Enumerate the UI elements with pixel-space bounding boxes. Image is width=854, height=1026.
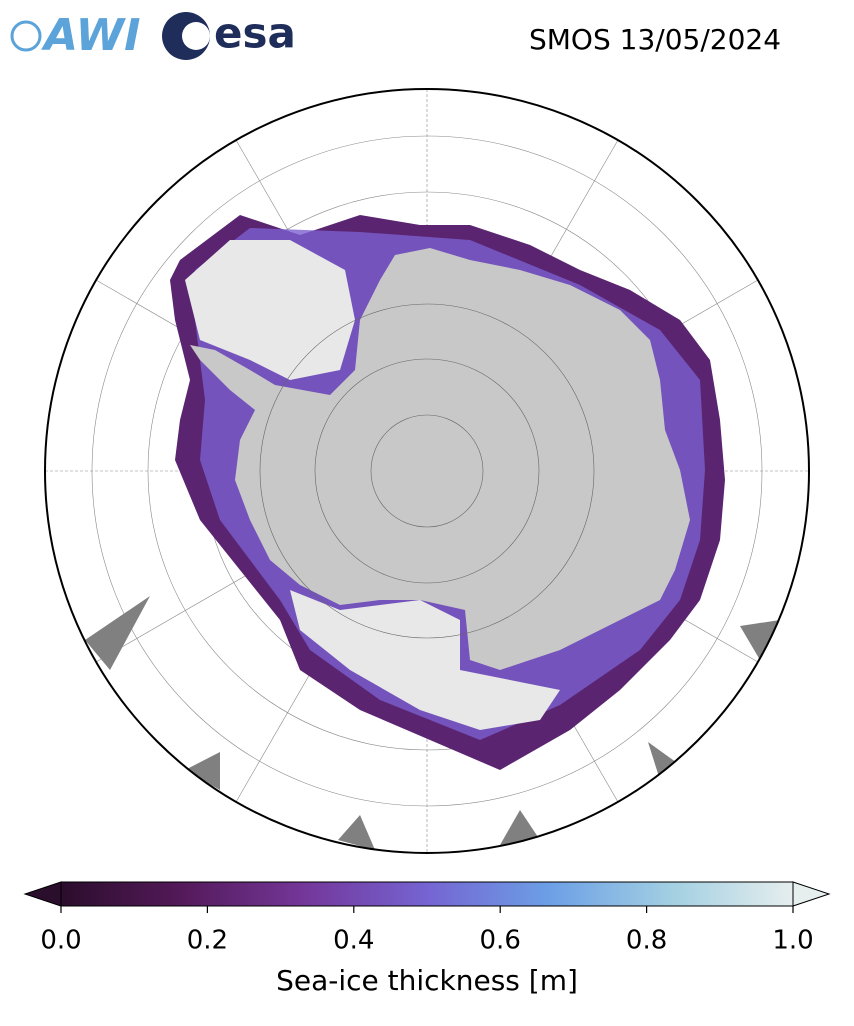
colorbar-tick-label: 0.0	[40, 926, 81, 956]
title: SMOS 13/05/2024	[529, 23, 781, 56]
colorbar-tick-label: 0.8	[626, 926, 667, 956]
graticule-land	[259, 303, 595, 639]
esa-logo: esa	[162, 9, 296, 60]
colorbar	[23, 881, 831, 907]
colorbar-extend-low	[23, 881, 62, 907]
colorbar-tick-label: 0.4	[333, 926, 374, 956]
map-frame	[44, 88, 810, 854]
awi-logo: AWI	[10, 10, 141, 61]
thick-ice	[290, 590, 560, 730]
colorbar-tick-label: 0.2	[187, 926, 228, 956]
logo-text: esa	[214, 9, 296, 58]
colorbar-tick-label: 1.0	[772, 926, 813, 956]
continent	[190, 248, 690, 670]
thick-ice	[185, 240, 355, 380]
colorbar-ramp	[60, 881, 794, 907]
colorbar-extend-high	[792, 881, 831, 907]
logo-text: AWI	[41, 10, 141, 61]
colorbar-tick-label: 0.6	[480, 926, 521, 956]
map	[45, 89, 809, 853]
colorbar-label: Sea-ice thickness [m]	[276, 964, 578, 997]
